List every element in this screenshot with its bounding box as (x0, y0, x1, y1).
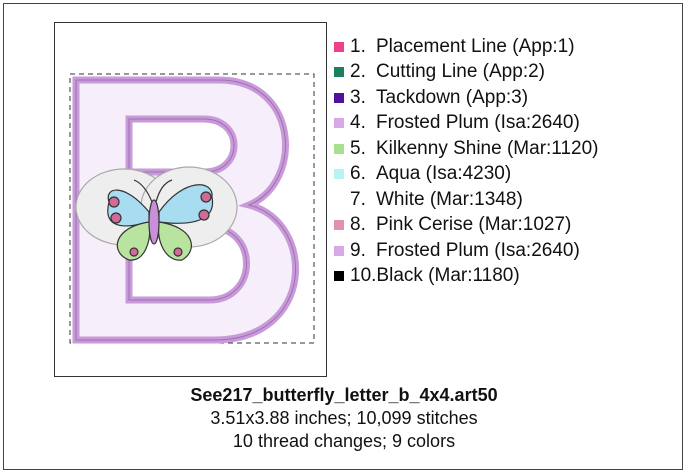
thread-row: 7.White (Mar:1348) (334, 187, 598, 213)
thread-label: Placement Line (App:1) (376, 36, 575, 58)
thread-row: 2.Cutting Line (App:2) (334, 60, 598, 86)
color-swatch (334, 169, 344, 179)
file-name: See217_butterfly_letter_b_4x4.art50 (4, 385, 684, 406)
thread-list: 1.Placement Line (App:1)2.Cutting Line (… (334, 34, 598, 289)
color-swatch (334, 67, 344, 77)
thread-number: 10. (350, 265, 376, 287)
design-card: 1.Placement Line (App:1)2.Cutting Line (… (3, 3, 683, 470)
thread-label: Cutting Line (App:2) (376, 61, 545, 83)
thread-label: Frosted Plum (Isa:2640) (376, 112, 580, 134)
thread-number: 7. (350, 189, 376, 211)
thread-label: Frosted Plum (Isa:2640) (376, 240, 580, 262)
color-swatch (334, 42, 344, 52)
thread-row: 8.Pink Cerise (Mar:1027) (334, 213, 598, 239)
thread-label: Tackdown (App:3) (376, 87, 528, 109)
thread-number: 1. (350, 36, 376, 58)
color-swatch (334, 246, 344, 256)
thread-row: 10.Black (Mar:1180) (334, 264, 598, 290)
thread-row: 1.Placement Line (App:1) (334, 34, 598, 60)
thread-row: 4.Frosted Plum (Isa:2640) (334, 111, 598, 137)
color-swatch (334, 271, 344, 281)
thread-label: Aqua (Isa:4230) (376, 163, 511, 185)
thread-number: 2. (350, 61, 376, 83)
thread-number: 6. (350, 163, 376, 185)
thread-row: 5.Kilkenny Shine (Mar:1120) (334, 136, 598, 162)
size-info: 3.51x3.88 inches; 10,099 stitches (4, 408, 684, 429)
color-swatch (334, 144, 344, 154)
color-swatch (334, 118, 344, 128)
thread-number: 8. (350, 214, 376, 236)
thread-row: 9.Frosted Plum (Isa:2640) (334, 238, 598, 264)
thread-row: 6.Aqua (Isa:4230) (334, 162, 598, 188)
change-info: 10 thread changes; 9 colors (4, 431, 684, 452)
thread-number: 4. (350, 112, 376, 134)
thread-label: Black (Mar:1180) (376, 265, 519, 287)
color-swatch (334, 195, 344, 205)
thread-number: 9. (350, 240, 376, 262)
thread-row: 3.Tackdown (App:3) (334, 85, 598, 111)
thread-label: White (Mar:1348) (376, 189, 523, 211)
thread-number: 3. (350, 87, 376, 109)
thread-number: 5. (350, 138, 376, 160)
thread-label: Kilkenny Shine (Mar:1120) (376, 138, 598, 160)
design-preview (54, 22, 328, 378)
color-swatch (334, 220, 344, 230)
thread-label: Pink Cerise (Mar:1027) (376, 214, 571, 236)
color-swatch (334, 93, 344, 103)
